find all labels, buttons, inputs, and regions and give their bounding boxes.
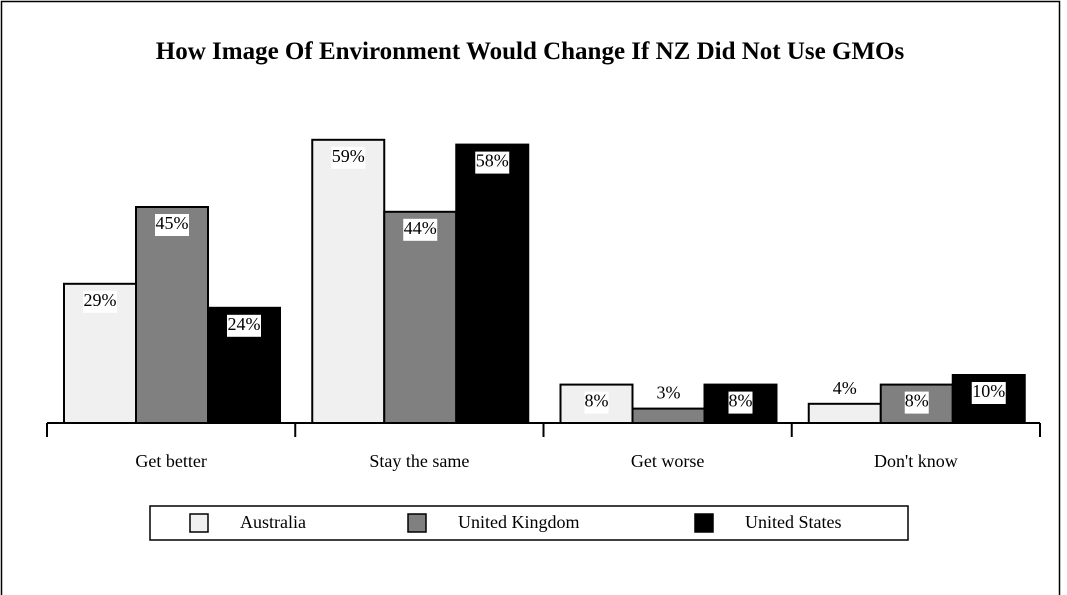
- legend-swatch: [189, 513, 209, 533]
- legend-swatch: [694, 513, 714, 533]
- bar: [135, 206, 209, 424]
- x-tick-label: Stay the same: [369, 451, 469, 471]
- data-label: 58%: [476, 151, 509, 171]
- data-label: 8%: [905, 391, 929, 411]
- legend-box: [149, 505, 909, 541]
- bar: [207, 306, 281, 424]
- data-label: 4%: [833, 378, 857, 398]
- data-label-bg: [331, 146, 366, 169]
- data-label-bg: [584, 391, 609, 414]
- data-label: 24%: [228, 314, 261, 334]
- x-tick-label: Get worse: [631, 451, 704, 471]
- legend-label: United States: [745, 512, 842, 532]
- x-tick-label: Get better: [135, 451, 206, 471]
- bar: [807, 402, 882, 424]
- data-label: 8%: [729, 391, 753, 411]
- chart-title: How Image Of Environment Would Change If…: [155, 38, 905, 65]
- data-label-bg: [904, 391, 929, 414]
- data-label: 59%: [332, 146, 365, 166]
- data-label: 45%: [156, 213, 189, 233]
- data-label: 10%: [972, 381, 1005, 401]
- data-label: 44%: [404, 218, 437, 238]
- bar: [311, 138, 386, 425]
- data-label: 8%: [585, 391, 609, 411]
- x-tick-label: Don't know: [874, 451, 958, 471]
- data-label-bg: [83, 290, 117, 313]
- data-label-bg: [227, 314, 261, 337]
- legend-swatch: [407, 513, 427, 533]
- data-label: 3%: [657, 383, 681, 403]
- data-label-bg: [155, 214, 189, 236]
- data-label: 29%: [84, 290, 117, 310]
- legend-label: United Kingdom: [458, 512, 580, 532]
- data-label-bg: [728, 391, 753, 414]
- data-label-bg: [475, 151, 510, 174]
- legend-label: Australia: [240, 512, 306, 532]
- bar: [631, 407, 706, 425]
- bar: [383, 210, 458, 424]
- data-label-bg: [403, 218, 438, 241]
- data-label-bg: [971, 382, 1006, 404]
- bar: [455, 143, 530, 424]
